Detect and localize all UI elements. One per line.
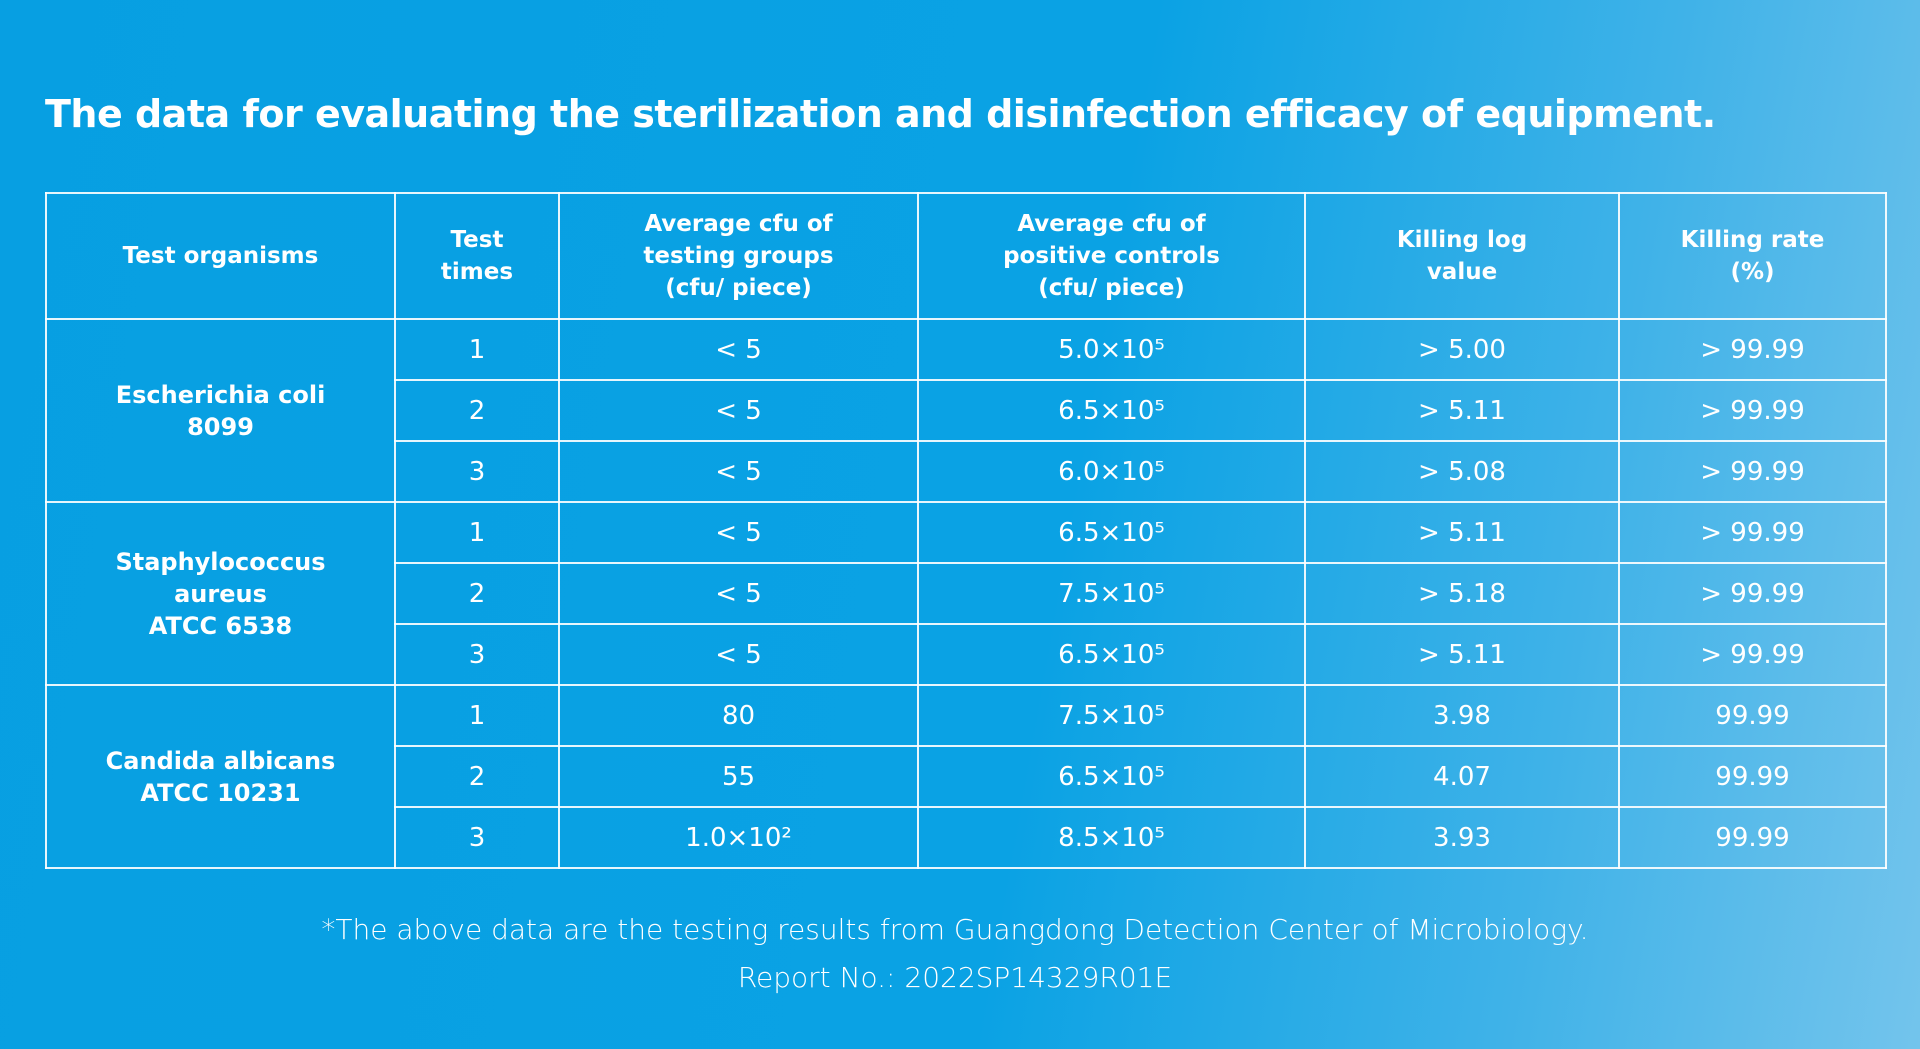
table-cell: 1: [394, 684, 560, 747]
table-row: 3 < 5 6.0×10⁵ > 5.08 > 99.99: [46, 440, 1887, 503]
text-line: Killing rate: [1680, 227, 1825, 253]
header-cell: Test times: [394, 192, 560, 320]
text-line: ATCC 6538: [148, 611, 293, 640]
table-cell: 7.5×10⁵: [917, 562, 1306, 625]
table-cell: < 5: [558, 440, 919, 503]
text-line: testing groups: [643, 243, 834, 269]
text-line: value: [1426, 259, 1498, 285]
data-table: Test organisms Test times Average cfu of tes…: [45, 192, 1887, 869]
header-cell: Average cfu of positive controls (cfu/ pie…: [917, 192, 1306, 320]
table-row: 2 < 5 7.5×10⁵ > 5.18 > 99.99: [46, 562, 1887, 625]
text-line: Staphylococcus: [115, 547, 326, 576]
text-line: times: [440, 259, 514, 285]
organism-cell: Escherichia coli 8099: [45, 318, 396, 503]
table-cell: > 5.00: [1304, 318, 1620, 381]
table-cell: 3: [394, 623, 560, 686]
table-row: Candida albicans ATCC 10231 1 80 7.5×10⁵ 3.98…: [45, 684, 1887, 869]
header-row: Test organisms Test times Average cfu of tes…: [45, 192, 1887, 320]
text-line: (%): [1730, 259, 1775, 285]
text-line: positive controls: [1003, 243, 1220, 269]
table-cell: 5.0×10⁵: [917, 318, 1306, 381]
table-cell: 6.5×10⁵: [917, 379, 1306, 442]
table-cell: < 5: [558, 623, 919, 686]
text-line: (cfu/ piece): [665, 275, 812, 301]
table-cell: < 5: [558, 379, 919, 442]
table-cell: > 99.99: [1618, 623, 1887, 686]
table-cell: 1: [394, 501, 560, 564]
table-cell: 3.98: [1304, 684, 1620, 747]
table-cell: < 5: [558, 562, 919, 625]
text-line: Killing log: [1396, 227, 1528, 253]
table-cell: > 5.11: [1304, 501, 1620, 564]
table-cell: 6.0×10⁵: [917, 440, 1306, 503]
table-cell: 55: [558, 745, 919, 808]
table-row: Escherichia coli 8099 1 < 5 5.0×10⁵ > 5.00 > 9…: [45, 318, 1887, 503]
text-line: Escherichia coli: [115, 380, 326, 409]
table-cell: 3: [394, 440, 560, 503]
table-cell: 1: [394, 318, 560, 381]
table-cell: 99.99: [1618, 684, 1887, 747]
text-line: Report No.: 2022SP14329R01E: [737, 961, 1173, 994]
table-row: 2 55 6.5×10⁵ 4.07 99.99: [46, 745, 1887, 808]
text-line: Test organisms: [122, 243, 319, 269]
table-cell: > 5.11: [1304, 623, 1620, 686]
table-cell: 80: [558, 684, 919, 747]
text-line: aureus: [174, 579, 267, 608]
table-row: 3 1.0×10² 8.5×10⁵ 3.93 99.99: [46, 806, 1887, 869]
text-line: Candida albicans: [105, 746, 336, 775]
header-cell: Test organisms: [45, 192, 396, 320]
table-cell: > 99.99: [1618, 379, 1887, 442]
organism-cell: Candida albicans ATCC 10231: [45, 684, 396, 869]
table-row: 2 < 5 6.5×10⁵ > 5.11 > 99.99: [46, 379, 1887, 442]
table-cell: 2: [394, 379, 560, 442]
table-cell: 99.99: [1618, 806, 1887, 869]
table-cell: 99.99: [1618, 745, 1887, 808]
table-cell: 6.5×10⁵: [917, 745, 1306, 808]
table-cell: > 5.18: [1304, 562, 1620, 625]
table-body: Escherichia coli 8099 1 < 5 5.0×10⁵ > 5.00 > 9…: [45, 318, 1887, 869]
table-cell: 6.5×10⁵: [917, 623, 1306, 686]
table-cell: 1.0×10²: [558, 806, 919, 869]
table-cell: > 99.99: [1618, 318, 1887, 381]
table-cell: 3.93: [1304, 806, 1620, 869]
table-cell: > 5.08: [1304, 440, 1620, 503]
table-cell: > 99.99: [1618, 440, 1887, 503]
table-cell: 7.5×10⁵: [917, 684, 1306, 747]
table-cell: < 5: [558, 501, 919, 564]
table-row: Staphylococcus aureus ATCC 6538 1 < 5 6.5×10⁵…: [45, 501, 1887, 686]
table-cell: > 99.99: [1618, 562, 1887, 625]
text-line: Average cfu of: [1017, 211, 1206, 237]
organism-cell: Staphylococcus aureus ATCC 6538: [45, 501, 396, 686]
table-cell: 2: [394, 562, 560, 625]
table-cell: 6.5×10⁵: [917, 501, 1306, 564]
table-row: 3 < 5 6.5×10⁵ > 5.11 > 99.99: [46, 623, 1887, 686]
text-line: ATCC 10231: [140, 778, 301, 807]
table-cell: 2: [394, 745, 560, 808]
table-cell: 4.07: [1304, 745, 1620, 808]
table-cell: 8.5×10⁵: [917, 806, 1306, 869]
table-cell: 3: [394, 806, 560, 869]
table-cell: < 5: [558, 318, 919, 381]
header-cell: Average cfu of testing groups (cfu/ piece): [558, 192, 919, 320]
header-cell: Killing rate (%): [1618, 192, 1887, 320]
text-line: 8099: [187, 412, 254, 441]
text-line: *The above data are the testing results …: [321, 913, 1589, 946]
text-line: (cfu/ piece): [1038, 275, 1185, 301]
header-cell: Killing log value: [1304, 192, 1620, 320]
table-cell: > 99.99: [1618, 501, 1887, 564]
table-cell: > 5.11: [1304, 379, 1620, 442]
text-line: Average cfu of: [644, 211, 833, 237]
footnote: *The above data are the testing results …: [0, 906, 1910, 1002]
title: The data for evaluating the sterilizatio…: [45, 92, 1716, 136]
text-line: Test: [450, 227, 504, 253]
